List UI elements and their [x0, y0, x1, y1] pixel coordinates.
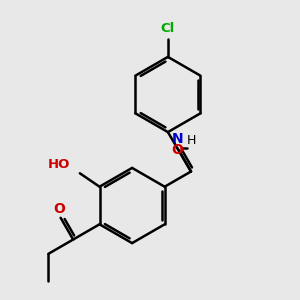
Text: O: O: [53, 202, 65, 216]
Text: Cl: Cl: [161, 22, 175, 35]
Text: O: O: [171, 143, 183, 157]
Text: N: N: [172, 132, 183, 146]
Text: HO: HO: [47, 158, 70, 172]
Text: H: H: [187, 134, 196, 146]
